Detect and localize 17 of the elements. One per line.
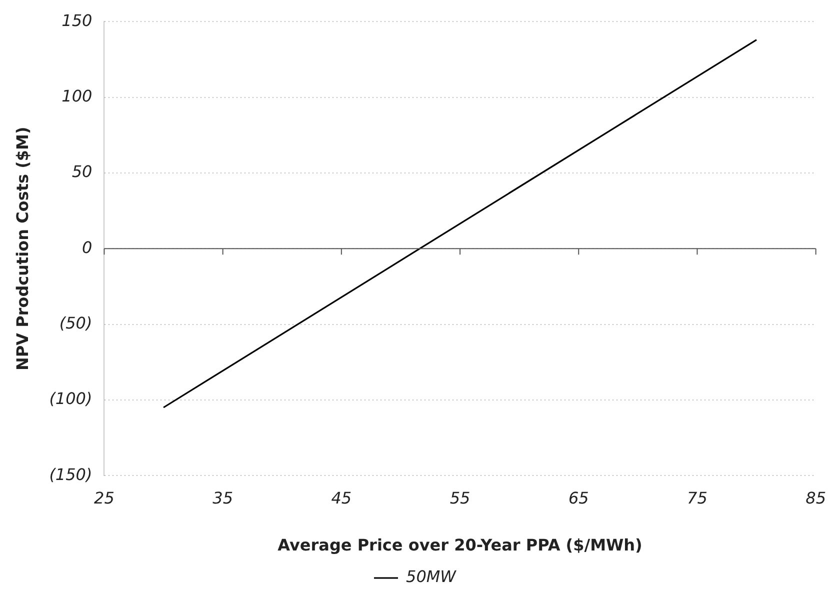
- y-tick-label: 150: [62, 10, 92, 30]
- x-tick-label: 25: [94, 488, 114, 508]
- x-tick-label: 35: [212, 488, 234, 508]
- y-tick-label: (100): [49, 389, 92, 408]
- x-tick-label: 65: [568, 488, 589, 508]
- x-tick-label: 85: [806, 488, 826, 508]
- y-tick-label: 100: [62, 86, 92, 106]
- legend-label: 50MW: [406, 567, 458, 586]
- x-tick-label: 75: [687, 488, 708, 508]
- x-axis-title: Average Price over 20-Year PPA ($/MWh): [278, 536, 642, 555]
- y-tick-label: (150): [49, 464, 92, 484]
- y-tick-label: 50: [72, 162, 92, 182]
- x-tick-label: 45: [331, 488, 352, 508]
- x-tick-label: 55: [450, 488, 470, 508]
- y-tick-label: (50): [59, 313, 92, 332]
- y-axis-title: NPV Prodcution Costs ($M): [12, 126, 32, 370]
- y-tick-label: 0: [82, 238, 92, 257]
